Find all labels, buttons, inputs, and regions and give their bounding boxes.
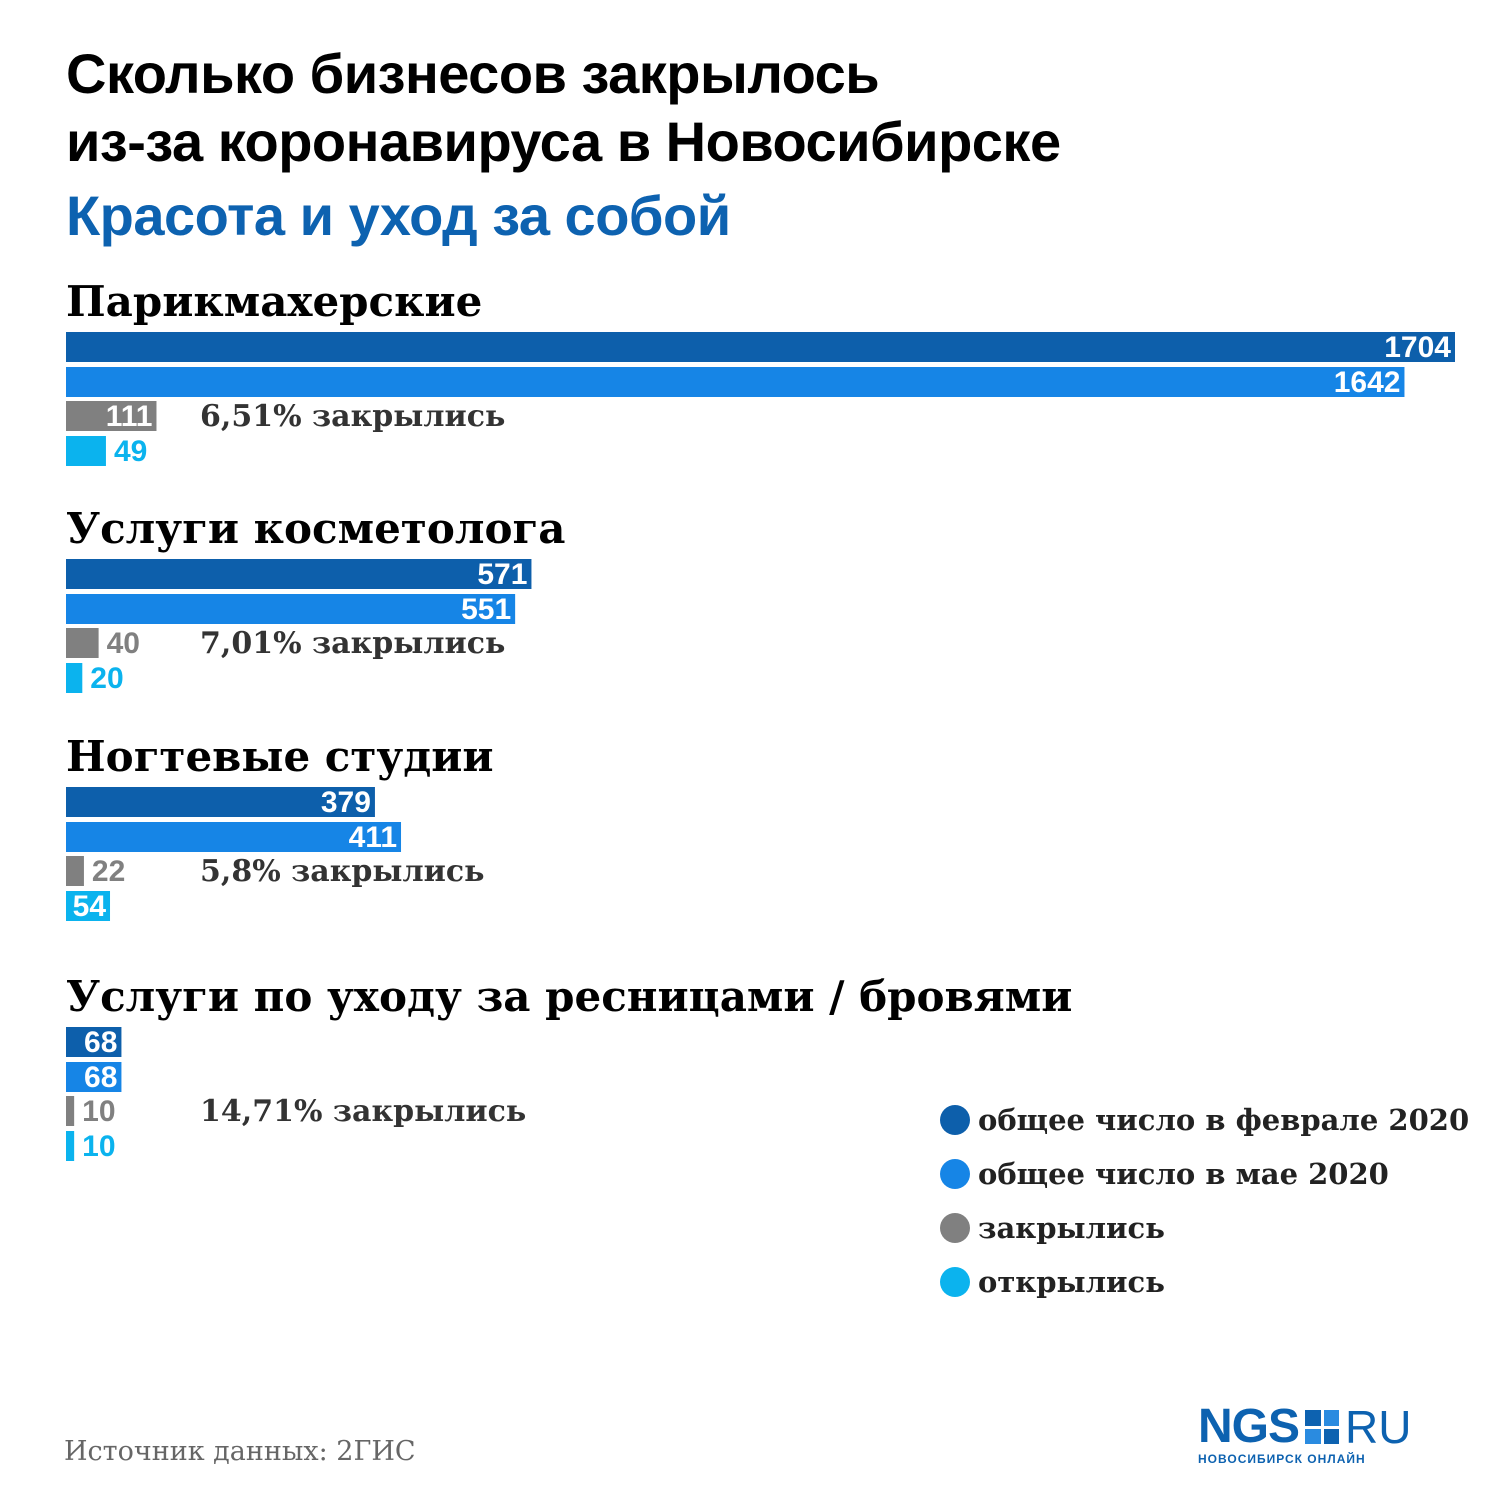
category-label-3: Ногтевые студии [66,732,494,781]
bar-label-opened-4: 10 [82,1130,115,1163]
bar-label-may-2: 551 [461,593,511,626]
ngs-logo[interactable]: NGS RU НОВОСИБИРСК ОНЛАЙН [1198,1400,1458,1467]
logo-square-icon [1305,1410,1340,1444]
bar-may-2 [66,594,516,624]
bar-label-may-1: 1642 [1334,366,1401,399]
bar-feb-1 [66,332,1455,362]
legend-dot-feb-icon [940,1105,970,1135]
bar-may-1 [66,367,1405,397]
percent-closed-label-3: 5,8% закрылись [200,854,484,889]
logo-ru-text: RU [1345,1401,1412,1453]
bar-label-feb-4: 68 [84,1026,117,1059]
chart-title: Сколько бизнесов закрылось из-за коронав… [66,40,1061,176]
bar-feb-4 [66,1027,122,1057]
bar-label-closed-3: 22 [92,855,125,888]
bar-label-feb-2: 571 [477,558,527,591]
bar-feb-3 [66,787,375,817]
bar-label-opened-2: 20 [90,662,123,695]
chart-subtitle: Красота и уход за собой [66,184,731,247]
legend-label-may: общее число в мае 2020 [978,1157,1389,1191]
bar-feb-2 [66,559,532,589]
percent-closed-label-1: 6,51% закрылись [200,399,505,434]
bar-label-closed-4: 10 [82,1095,115,1128]
title-line-2: из-за коронавируса в Новосибирске [66,110,1061,173]
bar-label-closed-1: 111 [106,400,153,433]
legend-dot-closed-icon [940,1213,970,1243]
legend-item-feb: общее число в феврале 2020 [940,1093,1469,1147]
bar-may-4 [66,1062,122,1092]
bar-closed-3 [66,856,84,886]
bar-may-3 [66,822,402,852]
logo-ngs-text: NGS [1198,1400,1300,1453]
percent-closed-label-4: 14,71% закрылись [200,1094,526,1129]
legend-dot-opened-icon [940,1267,970,1297]
bar-label-closed-2: 40 [107,627,140,660]
legend-label-closed: закрылись [978,1211,1165,1245]
bar-label-feb-3: 379 [321,786,371,819]
percent-closed-label-2: 7,01% закрылись [200,626,505,661]
legend-item-opened: открылись [940,1255,1469,1309]
bar-opened-2 [66,663,83,693]
bar-label-may-4: 68 [84,1061,117,1094]
bar-label-opened-3: 54 [73,890,107,923]
bar-opened-3 [66,891,111,921]
bar-closed-4 [66,1096,75,1126]
legend-item-closed: закрылись [940,1201,1469,1255]
legend-dot-may-icon [940,1159,970,1189]
data-source-note: Источник данных: 2ГИС [64,1436,416,1467]
bar-label-feb-1: 1704 [1384,331,1451,364]
legend-item-may: общее число в мае 2020 [940,1147,1469,1201]
legend: общее число в феврале 2020 общее число в… [940,1093,1469,1309]
category-label-4: Услуги по уходу за ресницами / бровями [66,972,1072,1021]
legend-label-opened: открылись [978,1265,1165,1299]
category-label-2: Услуги косметолога [66,504,565,553]
legend-label-feb: общее число в феврале 2020 [978,1103,1470,1137]
category-label-1: Парикмахерские [66,277,482,326]
bar-closed-2 [66,628,99,658]
bar-label-may-3: 411 [349,821,397,854]
bar-closed-1 [66,401,157,431]
bar-opened-1 [66,436,106,466]
logo-subtitle: НОВОСИБИРСК ОНЛАЙН [1198,1452,1366,1466]
bar-label-opened-1: 49 [114,435,147,468]
title-line-1: Сколько бизнесов закрылось [66,42,880,105]
bar-opened-4 [66,1131,75,1161]
